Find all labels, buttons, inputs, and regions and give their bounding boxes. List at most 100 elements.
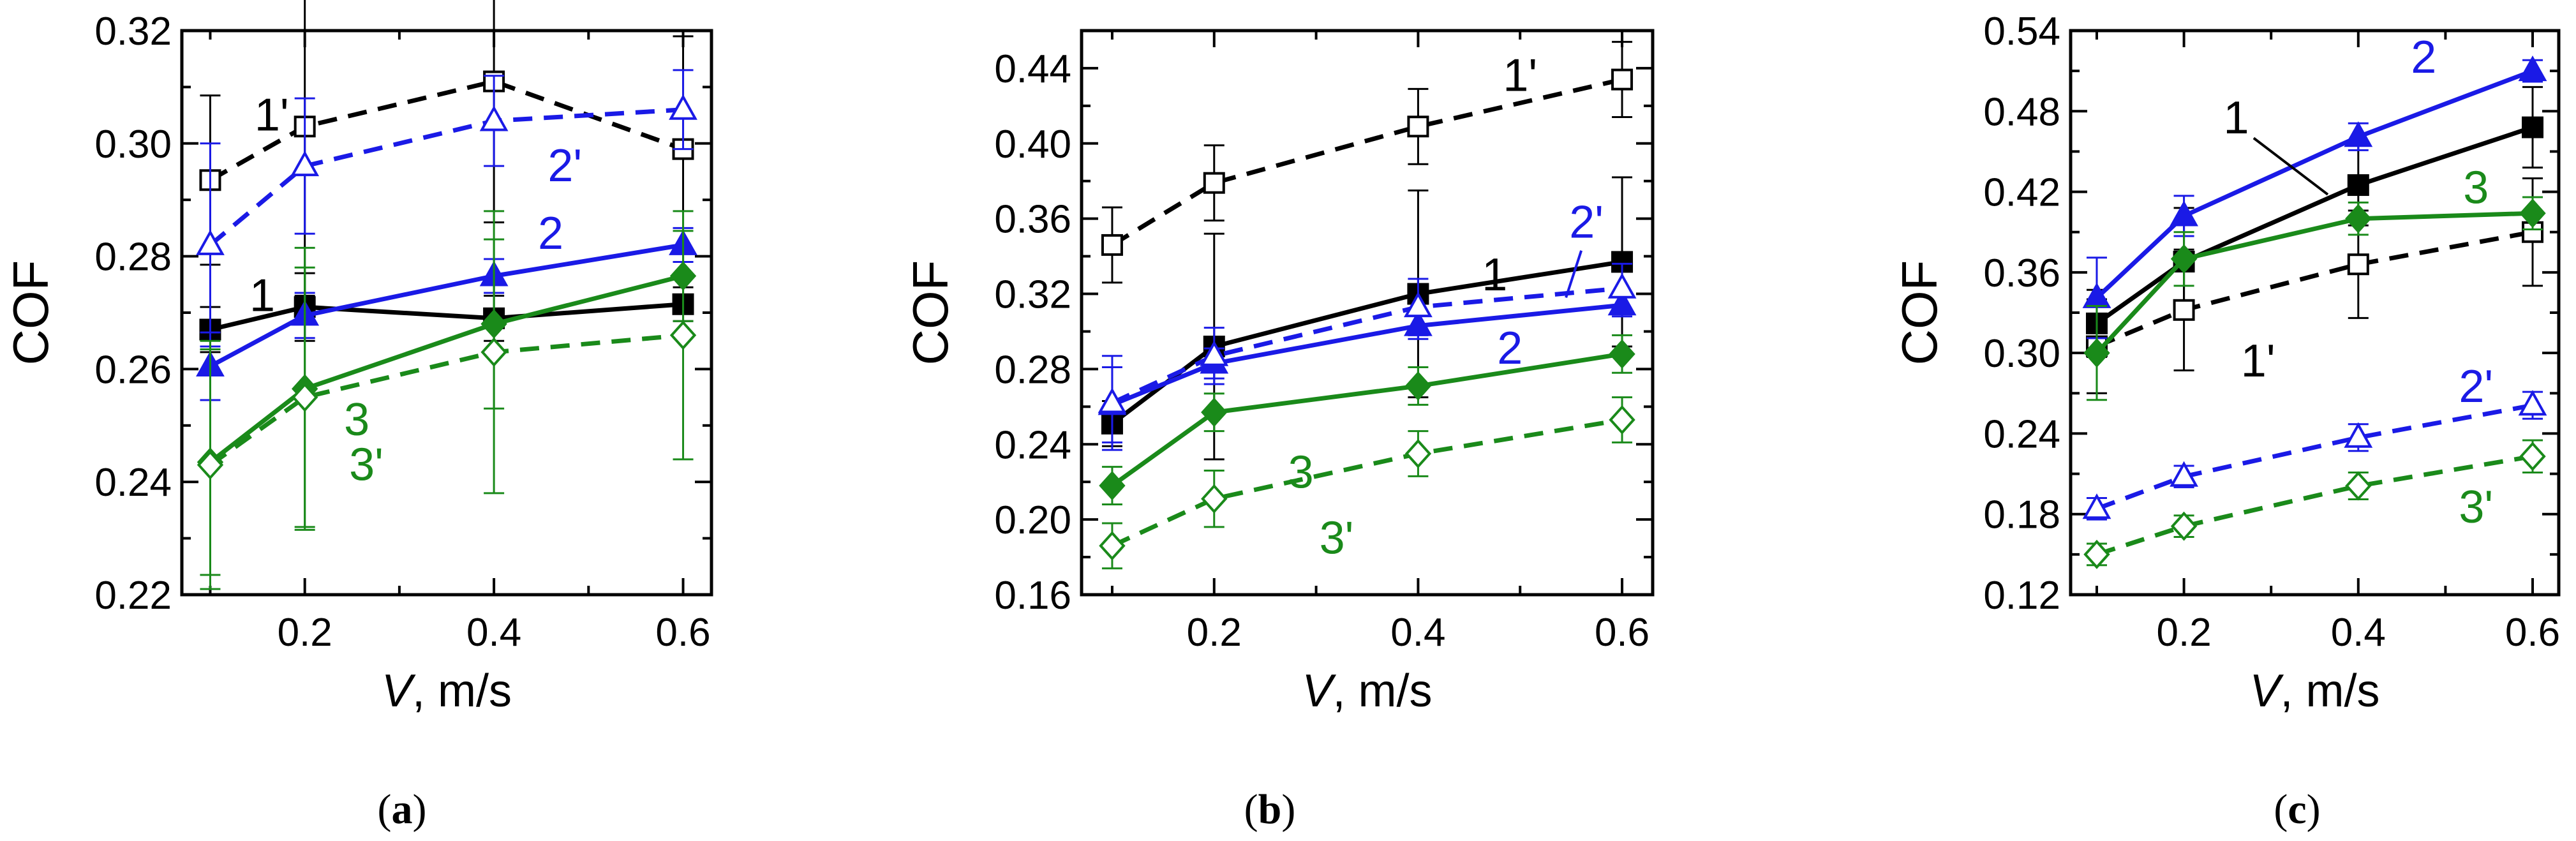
series-label: 3 <box>344 394 369 445</box>
series-1-prime: 1' <box>199 0 694 297</box>
data-point-square <box>1203 172 1225 194</box>
y-tick-label: 0.26 <box>94 348 172 392</box>
series-label: 3' <box>1320 513 1354 564</box>
data-point-square <box>2347 253 2369 276</box>
series-label: 2' <box>2459 361 2493 412</box>
data-point-triangle <box>1607 272 1637 299</box>
data-point-diamond <box>1201 484 1228 514</box>
series-label: 2 <box>538 208 563 259</box>
x-tick-label: 0.6 <box>2505 611 2560 655</box>
series-2: 2 <box>1098 290 1637 443</box>
panel-caption: (a) <box>378 786 427 833</box>
data-point-triangle <box>1098 387 1127 413</box>
series-label: 3' <box>2459 482 2493 533</box>
series-line <box>2095 211 2533 355</box>
y-tick-label: 0.20 <box>994 498 1071 542</box>
panel-caption-letter: b <box>1258 786 1282 833</box>
y-axis-label: COF <box>1891 260 1947 366</box>
data-point-triangle <box>2082 493 2111 519</box>
series-label: 3 <box>2463 162 2489 213</box>
data-point-diamond <box>2519 442 2546 472</box>
data-point-triangle <box>2170 200 2198 227</box>
data-point-triangle <box>196 229 225 255</box>
x-tick-label: 0.2 <box>2156 611 2211 655</box>
series-1: 1 <box>1101 176 1634 461</box>
data-point-diamond <box>1609 339 1635 369</box>
x-tick-label: 0.6 <box>1595 611 1649 655</box>
series-label: 1 <box>2224 93 2249 144</box>
x-axis-label: V, m/s <box>2249 666 2379 717</box>
x-axis-label-variable: V <box>382 666 416 717</box>
data-point-diamond <box>480 337 507 367</box>
series-1-prime: 1' <box>1101 41 1634 284</box>
x-axis-label-unit: , m/s <box>1333 666 1433 717</box>
series-2-prime: 2' <box>1098 197 1637 451</box>
data-point-diamond <box>1099 531 1126 561</box>
y-tick-label: 0.30 <box>1983 332 2060 376</box>
series-line <box>209 242 684 369</box>
series-2-prime: 2' <box>196 69 697 348</box>
y-tick-label: 0.16 <box>994 574 1071 618</box>
y-tick-label: 0.12 <box>1983 574 2060 618</box>
y-tick-label: 0.36 <box>1983 251 2060 295</box>
series-2: 2 <box>2082 32 2547 339</box>
x-axis-label: V, m/s <box>382 666 512 717</box>
series-3-prime: 3' <box>1099 396 1635 570</box>
series-3-prime: 3' <box>2083 439 2546 569</box>
y-tick-label: 0.32 <box>994 273 1071 317</box>
series-label: 2' <box>547 140 582 191</box>
x-axis-label-unit: , m/s <box>412 666 512 717</box>
data-point-diamond <box>2519 198 2546 228</box>
plot-frame <box>1080 29 1655 597</box>
annotation-leader-line <box>1565 250 1583 299</box>
y-tick-label: 0.28 <box>94 235 172 279</box>
x-tick-label: 0.2 <box>1187 611 1242 655</box>
data-point-square <box>2522 116 2544 138</box>
series-3: 3 <box>2083 162 2546 401</box>
series-line <box>1110 352 1623 487</box>
data-point-diamond <box>197 450 224 480</box>
series-line <box>2095 125 2534 325</box>
y-tick-label: 0.44 <box>994 47 1071 91</box>
y-tick-label: 0.40 <box>994 123 1071 167</box>
data-point-diamond <box>2083 338 2110 368</box>
x-tick-label: 0.6 <box>655 611 710 655</box>
data-point-diamond <box>2345 471 2372 501</box>
y-tick-label: 0.36 <box>994 198 1071 242</box>
series-line <box>2096 403 2533 511</box>
data-point-triangle <box>669 94 697 120</box>
x-axis-label-variable: V <box>1302 666 1336 717</box>
series-line <box>209 302 683 332</box>
x-tick-label: 0.4 <box>2331 611 2386 655</box>
y-tick-label: 0.48 <box>1983 90 2060 134</box>
series-line <box>1111 286 1623 405</box>
data-point-diamond <box>2170 511 2198 541</box>
data-point-triangle <box>2518 56 2547 82</box>
y-tick-label: 0.24 <box>1983 412 2060 456</box>
data-point-square <box>2173 299 2195 321</box>
panel-caption-letter: a <box>392 786 413 833</box>
series-line <box>209 107 683 247</box>
chart-panel-b: 0.16 0.20 0.24 0.28 0.32 0.36 0.40 0.44 0.2 0.4 0.… <box>902 29 1655 833</box>
data-point-diamond <box>669 320 697 350</box>
series-line <box>1111 302 1623 407</box>
data-point-square <box>1407 115 1429 138</box>
panel-caption: (c) <box>2274 786 2320 833</box>
series-line <box>209 274 684 465</box>
data-point-square <box>1101 234 1123 256</box>
series-label: 3' <box>349 440 383 491</box>
data-point-diamond <box>1404 371 1432 401</box>
series-label: 1 <box>1482 249 1507 301</box>
data-point-diamond <box>2083 539 2110 569</box>
x-axis-label-variable: V <box>2249 666 2284 717</box>
series-line <box>1110 259 1623 426</box>
x-axis-label: V, m/s <box>1302 666 1432 717</box>
data-point-square <box>2347 174 2369 197</box>
y-tick-label: 0.32 <box>94 10 172 54</box>
data-point-diamond <box>1201 398 1228 428</box>
series-line <box>2096 230 2533 348</box>
y-tick-label: 0.42 <box>1983 171 2060 215</box>
data-point-triangle <box>479 105 509 131</box>
y-tick-label: 0.30 <box>94 123 172 167</box>
